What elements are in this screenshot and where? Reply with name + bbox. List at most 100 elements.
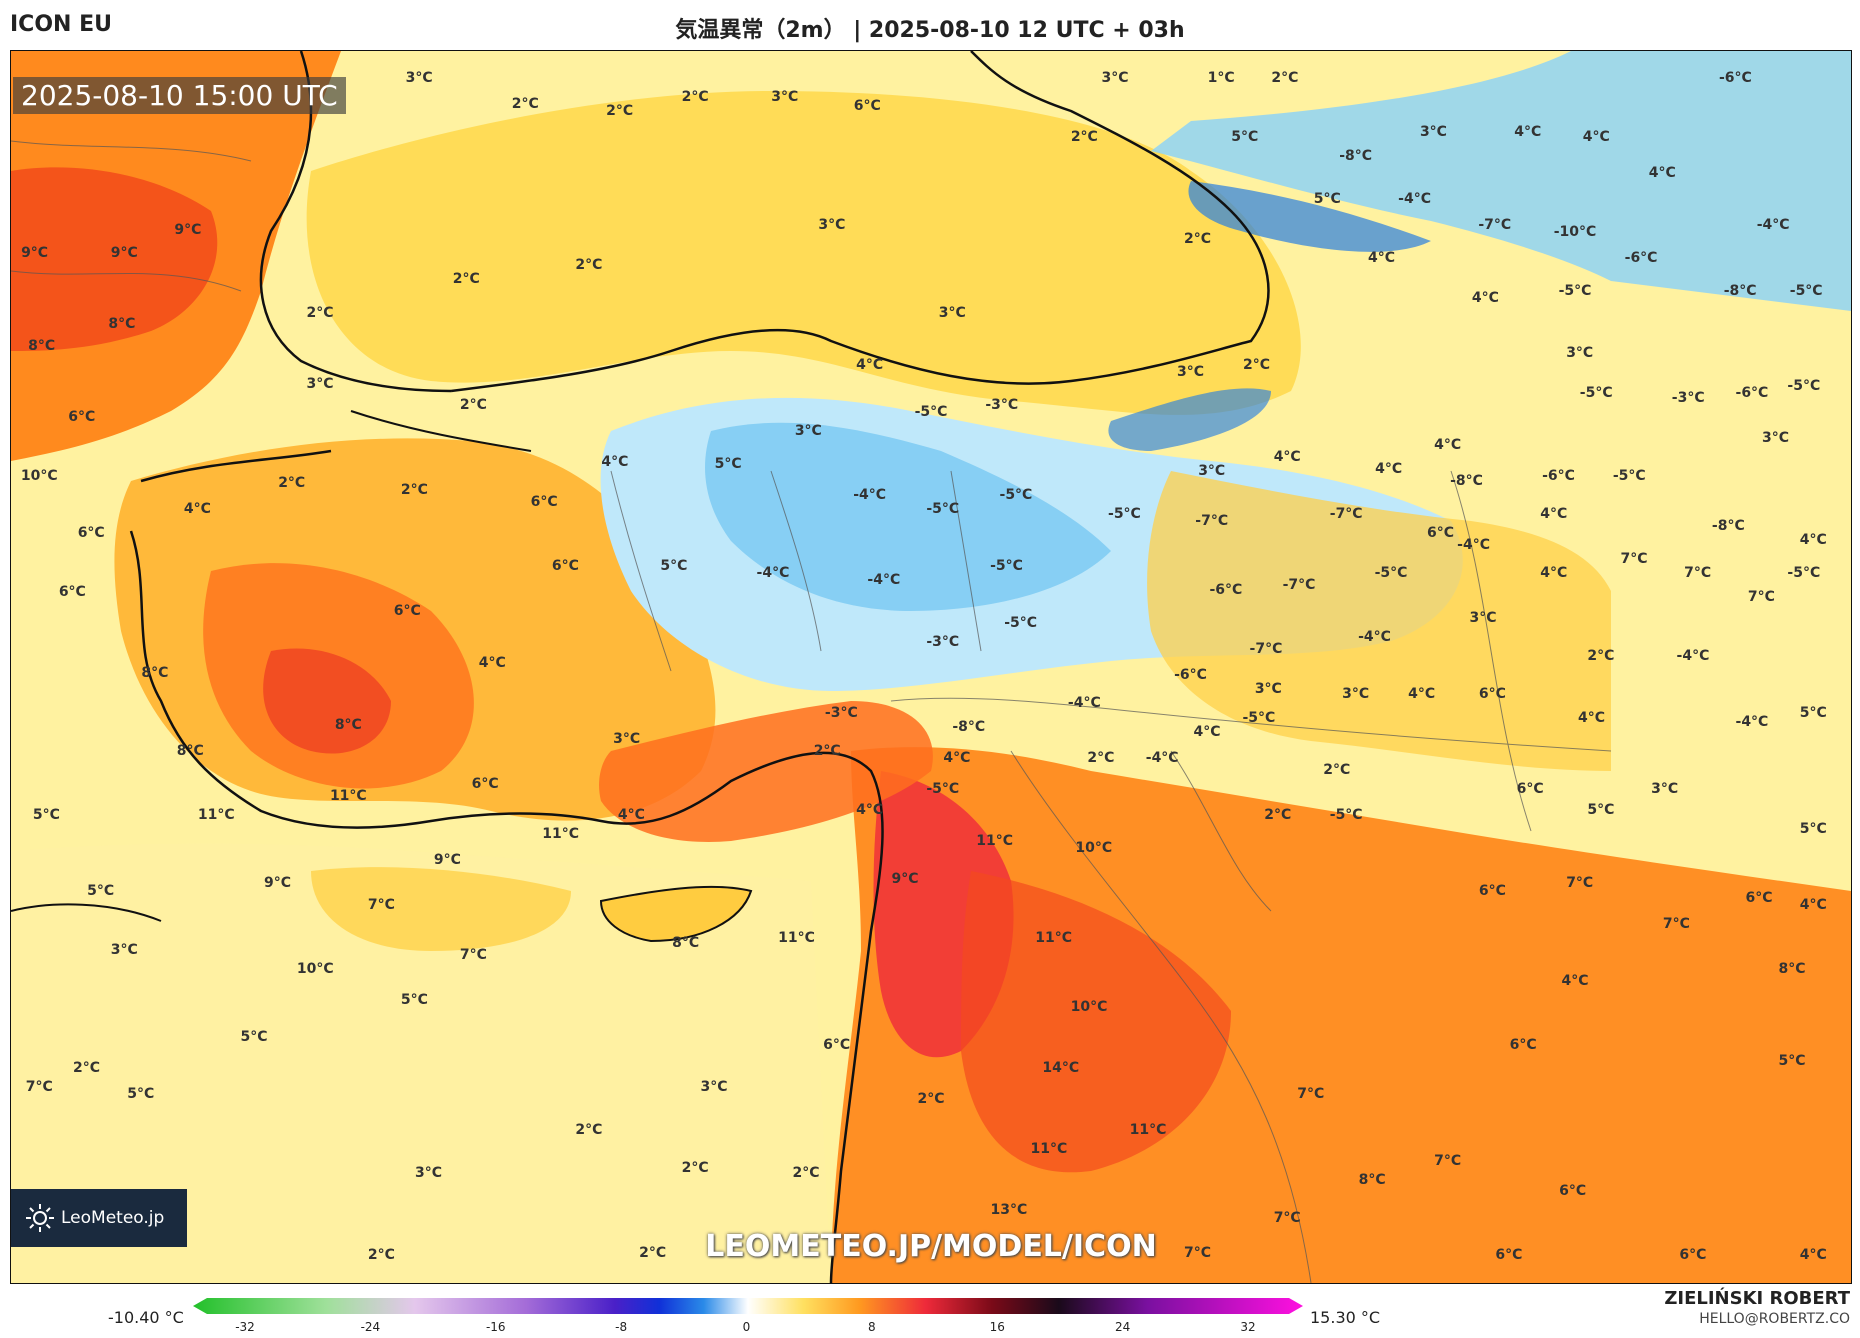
temperature-label: 4°C	[1582, 129, 1610, 146]
temperature-label: -8°C	[1450, 472, 1483, 489]
legend-tick-label: 8	[868, 1320, 876, 1334]
temperature-label: 3°C	[1651, 780, 1679, 797]
temperature-label: 11°C	[542, 825, 580, 842]
temperature-label: 8°C	[176, 742, 204, 759]
legend-tick-label: -24	[360, 1320, 381, 1334]
temperature-label: 4°C	[1193, 723, 1221, 740]
temperature-label: 5°C	[1313, 190, 1341, 207]
temperature-label: 3°C	[700, 1079, 728, 1096]
temperature-label: 4°C	[856, 356, 884, 373]
temperature-label: 4°C	[1514, 124, 1542, 141]
temperature-label: 8°C	[108, 316, 136, 333]
temperature-label: 2°C	[367, 1247, 395, 1264]
temperature-label: 5°C	[1799, 821, 1827, 837]
temperature-label: 4°C	[1434, 437, 1462, 454]
temperature-label: -5°C	[926, 501, 960, 518]
temperature-label: 2°C	[1243, 356, 1271, 373]
temperature-label: -5°C	[1374, 565, 1408, 582]
temperature-label: 4°C	[1375, 460, 1403, 477]
temperature-label: 14°C	[1042, 1060, 1080, 1077]
temperature-label: 6°C	[823, 1036, 851, 1053]
temperature-label: -7°C	[1195, 513, 1229, 529]
temperature-label: 7°C	[367, 896, 395, 913]
logo-text: LeoMeteo.jp	[61, 1208, 165, 1228]
model-name: ICON EU	[10, 12, 112, 37]
temperature-label: 8°C	[1778, 960, 1806, 977]
temperature-label: 9°C	[21, 245, 49, 262]
temperature-label: -5°C	[1579, 385, 1613, 402]
anomaly-field	[11, 51, 1851, 1283]
temperature-label: 13°C	[990, 1202, 1028, 1219]
temperature-label: -4°C	[756, 565, 790, 582]
temperature-label: 10°C	[296, 960, 334, 977]
temperature-label: 6°C	[1478, 882, 1506, 899]
temperature-label: 7°C	[1273, 1209, 1301, 1226]
temperature-label: 3°C	[938, 304, 966, 321]
temperature-label: -4°C	[1457, 536, 1490, 553]
temperature-label: 2°C	[792, 1164, 820, 1181]
temperature-label: 5°C	[1231, 129, 1259, 146]
temperature-label: 2°C	[1587, 648, 1615, 665]
temperature-label: -3°C	[926, 633, 960, 650]
temperature-label: 11°C	[197, 806, 235, 823]
temperature-label: 9°C	[264, 875, 292, 892]
temperature-label: 6°C	[1679, 1247, 1707, 1264]
temperature-label: 4°C	[1799, 896, 1827, 913]
valid-time-badge: 2025-08-10 15:00 UTC	[13, 77, 346, 114]
temperature-label: -8°C	[1339, 148, 1373, 165]
temperature-label: -6°C	[1735, 385, 1769, 402]
temperature-label: -4°C	[853, 486, 887, 503]
temperature-label: 3°C	[1761, 430, 1790, 447]
temperature-label: 3°C	[1469, 610, 1497, 627]
temperature-label: -8°C	[1711, 517, 1745, 534]
temperature-label: 11°C	[329, 787, 367, 804]
temperature-label: 3°C	[771, 88, 799, 105]
temperature-label: 4°C	[1799, 1247, 1827, 1264]
temperature-label: 4°C	[1561, 972, 1589, 989]
temperature-label: 6°C	[1427, 524, 1455, 541]
temperature-label: 2°C	[1264, 806, 1292, 823]
temperature-label: 2°C	[681, 1159, 709, 1176]
temperature-label: 2°C	[1184, 231, 1212, 248]
temperature-label: 6°C	[68, 408, 96, 425]
temperature-label: 4°C	[943, 749, 971, 766]
temperature-label: -8°C	[1723, 283, 1757, 300]
temperature-label: 4°C	[1471, 290, 1499, 307]
temperature-label: 11°C	[1129, 1121, 1167, 1138]
temperature-label: -6°C	[1542, 467, 1575, 484]
legend-tick-label: 0	[742, 1320, 751, 1334]
temperature-label: 6°C	[1516, 780, 1544, 797]
temperature-label: 11°C	[1030, 1140, 1068, 1157]
temperature-label: 6°C	[551, 558, 579, 574]
temperature-label: -7°C	[1478, 216, 1512, 233]
temperature-label: -4°C	[1358, 629, 1391, 646]
temperature-label: 2°C	[278, 475, 306, 492]
legend-max-value: 15.30 °C	[1310, 1308, 1381, 1327]
temperature-label: 3°C	[110, 941, 138, 958]
temperature-anomaly-map: 2025-08-10 15:00 UTC 2°C 2°C 2°C 3°C 6°C 3°C 1…	[10, 50, 1852, 1284]
temperature-label: 7°C	[1620, 550, 1648, 567]
temperature-label: 2°C	[400, 482, 428, 499]
temperature-label: -4°C	[1067, 695, 1101, 712]
temperature-label: 4°C	[617, 806, 645, 823]
temperature-label: -4°C	[1756, 216, 1790, 233]
temperature-label: 3°C	[794, 422, 822, 439]
temperature-label: 5°C	[240, 1029, 268, 1046]
map-title: 気温異常（2m） | 2025-08-10 12 UTC + 03h	[675, 18, 1185, 43]
temperature-label: -4°C	[1735, 714, 1769, 731]
temperature-label: 4°C	[478, 655, 506, 672]
temperature-label: 7°C	[1747, 588, 1775, 605]
temperature-label: -7°C	[1282, 576, 1316, 593]
temperature-label: 4°C	[1799, 531, 1827, 548]
temperature-label: -4°C	[1398, 190, 1431, 207]
temperature-label: 9°C	[110, 245, 138, 262]
temperature-label: 3°C	[613, 730, 641, 747]
temperature-label: -4°C	[1145, 749, 1179, 766]
temperature-label: 3°C	[1101, 69, 1129, 86]
temperature-label: 2°C	[639, 1245, 667, 1262]
temperature-label: -5°C	[1789, 283, 1823, 300]
temperature-label: 11°C	[778, 929, 815, 946]
temperature-label: 2°C	[575, 1121, 603, 1138]
temperature-label: 7°C	[1566, 875, 1594, 892]
temperature-label: 2°C	[681, 88, 709, 105]
